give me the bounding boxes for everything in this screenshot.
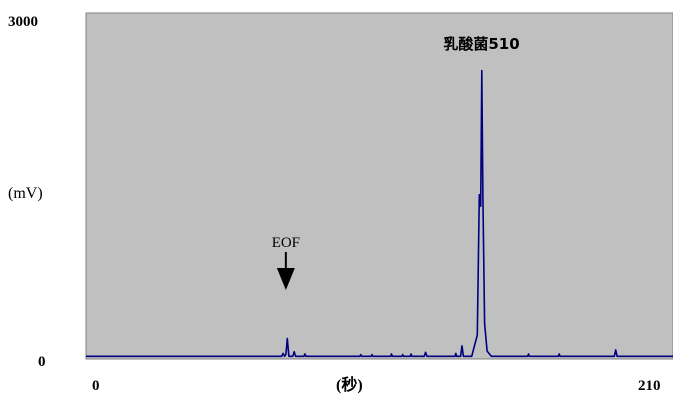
y-tick-label-max: 3000 (8, 14, 38, 30)
plot-area (85, 12, 673, 360)
series-line (86, 69, 673, 358)
eof-annotation-label: EOF (272, 235, 300, 251)
x-axis-label: (秒) (336, 375, 363, 394)
x-tick-label-min: 0 (92, 378, 100, 394)
peak-annotation-label: 乳酸菌510 (443, 35, 519, 53)
y-axis-label: (mV) (8, 185, 43, 202)
y-tick-label-min: 0 (38, 354, 46, 370)
eof-arrow-head-icon (276, 268, 295, 290)
x-tick-label-max: 210 (638, 378, 661, 394)
